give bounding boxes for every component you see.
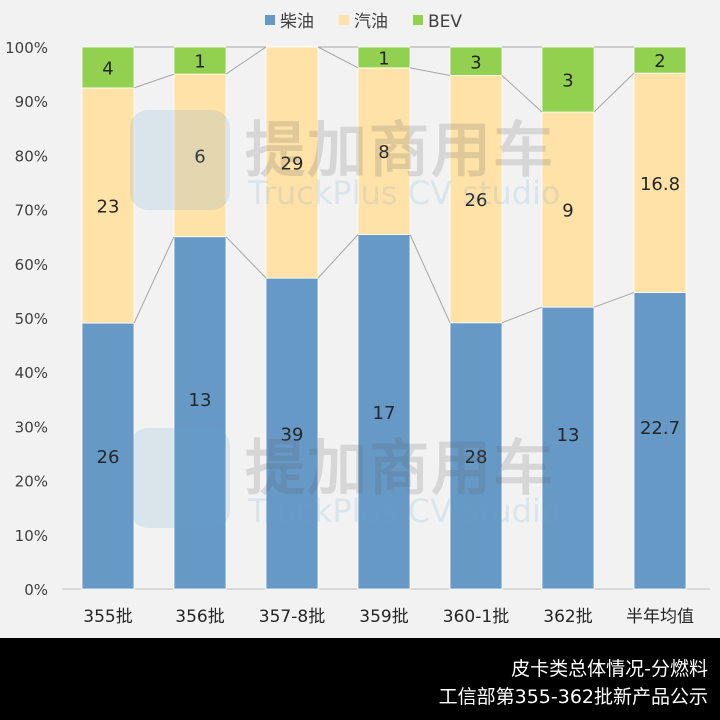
bar-segment-汽油	[357, 67, 411, 236]
data-label: 26	[465, 190, 488, 211]
data-label: 13	[189, 390, 212, 411]
x-tick-label: 357-8批	[259, 607, 325, 627]
bar-segment-BEV	[173, 46, 227, 75]
series-line	[133, 73, 175, 89]
series-line	[225, 236, 267, 279]
data-label: 1	[194, 52, 205, 73]
stacked-bar-chart: 0%10%20%30%40%50%60%70%80%90%100%2623435…	[5, 12, 710, 627]
data-label: 1	[378, 48, 389, 69]
bar-segment-汽油	[449, 75, 503, 324]
x-tick-label: 355批	[83, 607, 132, 627]
bar-segment-柴油	[173, 236, 227, 590]
y-tick-label: 100%	[5, 39, 48, 57]
bar-segment-柴油	[265, 277, 319, 590]
series-line	[409, 67, 451, 77]
data-label: 26	[97, 447, 120, 468]
data-label: 4	[102, 58, 113, 79]
x-tick-label: 360-1批	[443, 607, 509, 627]
bar-segment-汽油	[173, 73, 227, 238]
series-line	[317, 234, 359, 279]
bar-segment-柴油	[81, 322, 135, 590]
bar-segment-BEV	[633, 46, 687, 74]
series-line	[501, 306, 543, 324]
data-label: 13	[557, 425, 580, 446]
data-label: 3	[562, 71, 573, 92]
series-line	[409, 234, 451, 323]
bar-segment-汽油	[81, 87, 135, 324]
bar-segment-汽油	[265, 46, 319, 279]
data-label: 2	[654, 51, 665, 72]
series-line	[501, 75, 543, 113]
footer-title: 皮卡类总体情况-分燃料	[511, 658, 708, 680]
bar-segment-柴油	[633, 292, 687, 590]
footer-caption: 皮卡类总体情况-分燃料 工信部第355-362批新产品公示	[0, 638, 720, 720]
data-label: 3	[470, 52, 481, 73]
y-tick-label: 50%	[15, 310, 48, 328]
legend-label: 汽油	[354, 12, 388, 32]
data-label: 23	[97, 197, 120, 218]
bar-segment-汽油	[633, 72, 687, 293]
series-line	[225, 46, 267, 75]
y-tick-label: 90%	[15, 93, 48, 111]
y-tick-label: 70%	[15, 202, 48, 220]
bar-segment-柴油	[357, 234, 411, 590]
data-label: 6	[194, 146, 205, 167]
data-label: 17	[373, 403, 396, 424]
bar-segment-BEV	[541, 46, 595, 113]
data-label: 8	[378, 142, 389, 163]
bar-segment-柴油	[541, 306, 595, 590]
legend-swatch	[339, 15, 349, 25]
x-tick-label: 半年均值	[626, 607, 694, 627]
bar-segment-BEV	[357, 46, 411, 69]
y-tick-label: 0%	[24, 581, 48, 599]
data-label: 39	[281, 425, 304, 446]
y-tick-label: 20%	[15, 473, 48, 491]
y-tick-label: 80%	[15, 147, 48, 165]
y-tick-label: 40%	[15, 364, 48, 382]
bar-segment-BEV	[449, 46, 503, 76]
x-tick-label: 359批	[359, 607, 408, 627]
legend-label: BEV	[428, 12, 462, 32]
data-label: 22.7	[640, 418, 680, 439]
x-tick-label: 362批	[543, 607, 592, 627]
series-line	[593, 72, 635, 113]
y-tick-label: 60%	[15, 256, 48, 274]
series-line	[593, 292, 635, 308]
bar-segment-汽油	[541, 111, 595, 308]
y-tick-label: 10%	[15, 527, 48, 545]
data-label: 9	[562, 201, 573, 222]
legend-swatch	[413, 15, 423, 25]
y-tick-label: 30%	[15, 418, 48, 436]
data-label: 28	[465, 447, 488, 468]
bar-segment-BEV	[81, 46, 135, 89]
x-tick-label: 356批	[175, 607, 224, 627]
legend-label: 柴油	[280, 12, 314, 32]
data-label: 29	[281, 154, 304, 175]
data-label: 16.8	[640, 174, 680, 195]
series-line	[133, 236, 175, 324]
legend-swatch	[265, 15, 275, 25]
footer-subtitle: 工信部第355-362批新产品公示	[438, 686, 708, 708]
series-line	[317, 46, 359, 69]
